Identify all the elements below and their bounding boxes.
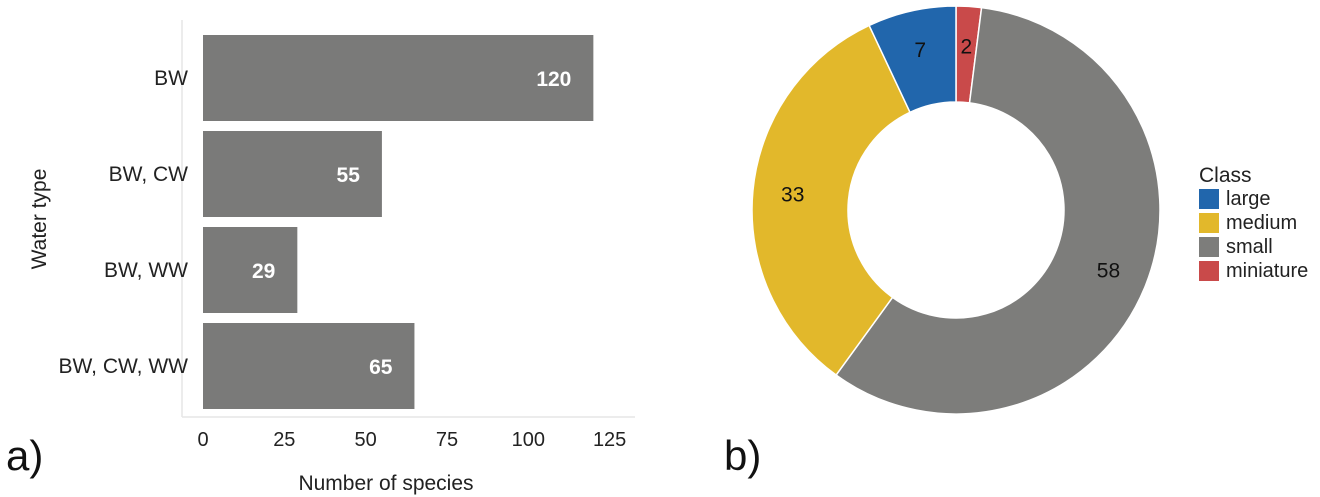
bar-x-tick-label: 100 [512,429,545,451]
panel-label-a: a) [6,432,43,479]
legend-title: Class [1199,164,1252,187]
donut-slice-medium [751,24,912,377]
bar-value-labels: 120 55 29 65 [252,68,571,379]
legend-swatch-large [1199,189,1219,209]
bar-x-tick-label: 25 [273,429,295,451]
donut-slice-label: 58 [1097,259,1120,282]
legend-swatch-medium [1199,213,1219,233]
bar [203,131,382,217]
legend-swatch-miniature [1199,261,1219,281]
legend-label: large [1226,188,1270,210]
bar-value-label: 120 [536,68,571,91]
bar-value-label: 29 [252,260,275,283]
bar [203,35,594,121]
bar-value-label: 65 [369,356,393,379]
legend-label: small [1226,236,1273,258]
donut-slice-label: 2 [960,35,972,58]
bar-chart: BW BW, CW BW, WW BW, CW, WW 120 55 29 65 0 25 50… [6,20,635,495]
legend-label: miniature [1226,260,1308,282]
bars [203,35,594,409]
bar-x-tick-label: 50 [355,429,377,451]
bar-category-label: BW [154,67,188,90]
bar-category-label: BW, WW [104,259,188,282]
bar [203,227,298,313]
donut-slice-labels: 2 58 33 7 [781,35,1120,282]
bar-x-tick-label: 125 [593,429,626,451]
panel-label-b: b) [724,432,761,479]
bar-category-label: BW, CW, WW [59,355,189,378]
bar-y-axis-title: Water type [28,169,51,270]
bar-category-label: BW, CW [109,163,189,186]
legend-swatch-small [1199,237,1219,257]
bar-x-tick-labels: 0 25 50 75 100 125 [197,429,626,451]
donut-slice-small [835,6,1161,415]
bar-x-tick-label: 0 [197,429,208,451]
donut-slice-label: 33 [781,184,804,207]
bar-x-axis-title: Number of species [298,472,473,495]
donut-slices [751,5,1161,415]
bar-category-labels: BW BW, CW BW, WW BW, CW, WW [59,67,189,378]
bar [203,323,415,409]
legend-label: medium [1226,212,1297,234]
donut-slice-label: 7 [914,39,926,62]
bar-value-label: 55 [337,164,361,187]
bar-x-tick-label: 75 [436,429,458,451]
donut-slice-large [868,5,957,114]
